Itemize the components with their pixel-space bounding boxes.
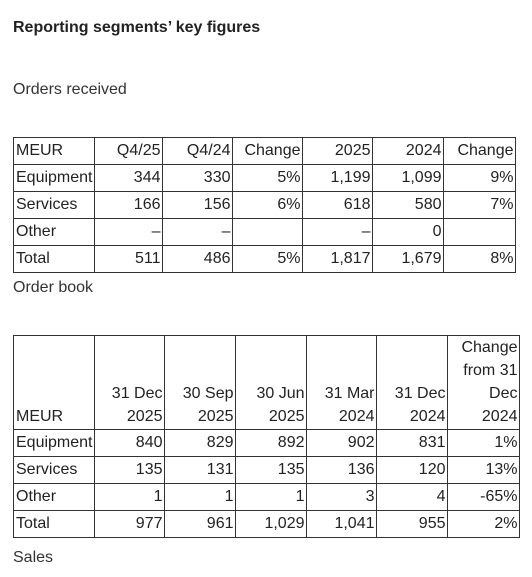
order-book-heading: Order book: [13, 279, 94, 296]
value-cell: 1,029: [234, 510, 307, 538]
order-book-table: MEUR 31 Dec 2025 30 Sep 2025 30 Jun 2025 31 Mar…: [13, 335, 520, 538]
header-cell: 31 Dec 2025: [93, 335, 165, 430]
value-cell: 7%: [442, 191, 516, 219]
table-row: Equipment 344 330 5% 1,199 1,099 9%: [13, 164, 516, 192]
value-cell: –: [93, 218, 163, 246]
value-cell: 1: [93, 483, 165, 511]
header-cell: Change: [442, 137, 516, 165]
value-cell: 136: [305, 456, 377, 484]
value-cell: 6%: [231, 191, 303, 219]
header-cell: 2024: [371, 137, 444, 165]
table-row: Equipment 840 829 892 902 831 1%: [13, 429, 520, 457]
value-cell: 13%: [446, 456, 520, 484]
value-cell: 1,817: [301, 245, 373, 273]
value-cell: 156: [161, 191, 233, 219]
header-cell: 31 Dec 2024: [375, 335, 448, 430]
header-cell: Q4/24: [161, 137, 233, 165]
value-cell: 135: [234, 456, 307, 484]
header-cell: 30 Jun 2025: [234, 335, 307, 430]
header-cell: Change from 31 Dec 2024: [446, 335, 520, 430]
value-cell: -65%: [446, 483, 520, 511]
table-row: Services 166 156 6% 618 580 7%: [13, 191, 516, 219]
value-cell: 977: [93, 510, 165, 538]
value-cell: 1,041: [305, 510, 377, 538]
table-row: Other 1 1 1 3 4 -65%: [13, 483, 520, 511]
value-cell: 902: [305, 429, 377, 457]
value-cell: 1%: [446, 429, 520, 457]
value-cell: 618: [301, 191, 373, 219]
value-cell: 4: [375, 483, 448, 511]
orders-received-heading: Orders received: [13, 81, 127, 98]
value-cell: 486: [161, 245, 233, 273]
row-label-cell: Total: [13, 245, 95, 273]
table-row: Services 135 131 135 136 120 13%: [13, 456, 520, 484]
table-row: Total 511 486 5% 1,817 1,679 8%: [13, 245, 516, 273]
value-cell: 955: [375, 510, 448, 538]
value-cell: 131: [163, 456, 236, 484]
row-label-cell: Total: [13, 510, 95, 538]
table-row: Total 977 961 1,029 1,041 955 2%: [13, 510, 520, 538]
row-label-cell: Services: [13, 191, 95, 219]
value-cell: 831: [375, 429, 448, 457]
sales-heading: Sales: [13, 549, 54, 566]
value-cell: 9%: [442, 164, 516, 192]
orders-received-table: MEUR Q4/25 Q4/24 Change 2025 2024 Change Equip…: [13, 137, 516, 273]
value-cell: 8%: [442, 245, 516, 273]
page-title: Reporting segments’ key figures: [13, 19, 261, 36]
value-cell: 344: [93, 164, 163, 192]
header-cell: Q4/25: [93, 137, 163, 165]
row-label-cell: Other: [13, 483, 95, 511]
value-cell: 1,679: [371, 245, 444, 273]
table-header-row: MEUR Q4/25 Q4/24 Change 2025 2024 Change: [13, 137, 516, 165]
header-cell: 2025: [301, 137, 373, 165]
value-cell: 0: [371, 218, 444, 246]
header-cell-label: MEUR: [13, 335, 95, 430]
row-label-cell: Other: [13, 218, 95, 246]
value-cell: 5%: [231, 164, 303, 192]
value-cell: 829: [163, 429, 236, 457]
value-cell: 120: [375, 456, 448, 484]
value-cell: 961: [163, 510, 236, 538]
header-cell-label: MEUR: [13, 137, 95, 165]
value-cell: 1: [234, 483, 307, 511]
value-cell: 1,199: [301, 164, 373, 192]
value-cell: 5%: [231, 245, 303, 273]
value-cell: 840: [93, 429, 165, 457]
value-cell: 2%: [446, 510, 520, 538]
header-cell: 30 Sep 2025: [163, 335, 236, 430]
value-cell: 166: [93, 191, 163, 219]
value-cell: 892: [234, 429, 307, 457]
row-label-cell: Equipment: [13, 164, 95, 192]
value-cell: 135: [93, 456, 165, 484]
value-cell: –: [161, 218, 233, 246]
row-label-cell: Services: [13, 456, 95, 484]
value-cell: 330: [161, 164, 233, 192]
value-cell: 3: [305, 483, 377, 511]
header-cell: Change: [231, 137, 303, 165]
value-cell: –: [301, 218, 373, 246]
table-header-row: MEUR 31 Dec 2025 30 Sep 2025 30 Jun 2025 31 Mar…: [13, 335, 520, 430]
value-cell: [231, 218, 303, 246]
row-label-cell: Equipment: [13, 429, 95, 457]
table-row: Other – – –0: [13, 218, 516, 246]
value-cell: 580: [371, 191, 444, 219]
header-cell: 31 Mar 2024: [305, 335, 377, 430]
value-cell: 1: [163, 483, 236, 511]
value-cell: [442, 218, 516, 246]
value-cell: 511: [93, 245, 163, 273]
value-cell: 1,099: [371, 164, 444, 192]
